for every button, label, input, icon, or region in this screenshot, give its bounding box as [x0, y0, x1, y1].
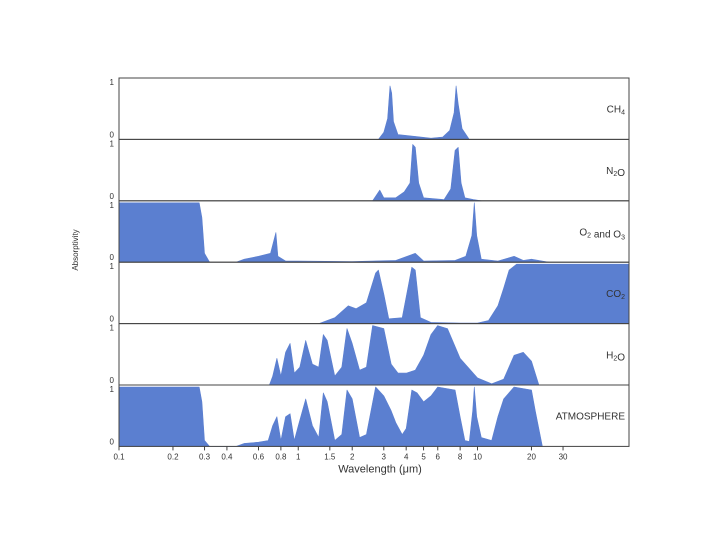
xtick-label: 20 — [527, 452, 536, 461]
absorption-area-atmosphere — [118, 386, 543, 447]
ytick-0: 0 — [110, 437, 115, 446]
panel-frame-atmosphere — [118, 384, 630, 447]
panel-label-o: O2 and O3 — [579, 228, 625, 242]
x-axis-label: Wavelength (μm) — [338, 463, 422, 475]
xtick-label: 0.8 — [275, 452, 287, 461]
xtick-label: 0.2 — [167, 452, 179, 461]
xtick-label: 6 — [436, 452, 441, 461]
xtick-label: 10 — [473, 452, 482, 461]
ytick-0: 0 — [110, 130, 115, 139]
xtick-label: 0.6 — [253, 452, 265, 461]
absorption-area-h — [269, 325, 540, 386]
panel-label-co: CO2 — [606, 289, 625, 301]
absorption-area-n — [372, 144, 482, 202]
xtick-label: 0.3 — [199, 452, 211, 461]
ytick-0: 0 — [110, 315, 115, 324]
ytick-0: 0 — [110, 376, 115, 385]
panel-atmosphere: 1 0 ATMOSPHERE — [110, 384, 630, 447]
panel-label-n: N2O — [606, 166, 625, 179]
ytick-1: 1 — [110, 201, 115, 210]
panel-label-ch: CH4 — [607, 105, 625, 117]
ytick-1: 1 — [110, 262, 115, 271]
xtick-label: 0.1 — [113, 452, 125, 461]
panel-o: 1 0 O2 and O3 — [110, 200, 630, 263]
y-axis-label: Absorptivity — [71, 229, 80, 270]
absorption-area-o — [118, 202, 550, 263]
panel-ch: 1 0 CH4 — [110, 77, 630, 140]
panel-frame-ch — [118, 77, 630, 140]
x-axis: 0.1 0.2 0.3 0.4 0.6 0.8 1 1.5 2 3 4 5 6 8 10 20 30 Wavele… — [113, 446, 568, 475]
xtick-label: 1.5 — [324, 452, 336, 461]
xtick-label: 4 — [404, 452, 409, 461]
xtick-label: 0.4 — [221, 452, 233, 461]
panel-co: 1 0 CO2 — [110, 261, 630, 325]
ytick-1: 1 — [110, 324, 115, 333]
xtick-label: 30 — [559, 452, 568, 461]
absorption-area-co — [318, 263, 630, 324]
panel-label-h: H2O — [606, 350, 625, 363]
ytick-1: 1 — [110, 385, 115, 394]
absorption-area-ch — [378, 85, 470, 140]
panel-h: 1 0 H2O — [110, 323, 630, 386]
xtick-label: 5 — [421, 452, 426, 461]
xtick-label: 8 — [458, 452, 463, 461]
xtick-label: 1 — [296, 452, 301, 461]
panel-label-atmosphere: ATMOSPHERE — [556, 412, 626, 423]
ytick-0: 0 — [110, 192, 115, 201]
xtick-label: 2 — [350, 452, 355, 461]
panel-n: 1 0 N2O — [110, 138, 630, 202]
ytick-0: 0 — [110, 253, 115, 262]
ytick-1: 1 — [110, 139, 115, 148]
ytick-1: 1 — [110, 78, 115, 87]
panel-frame-n — [118, 138, 630, 202]
xtick-label: 3 — [382, 452, 387, 461]
